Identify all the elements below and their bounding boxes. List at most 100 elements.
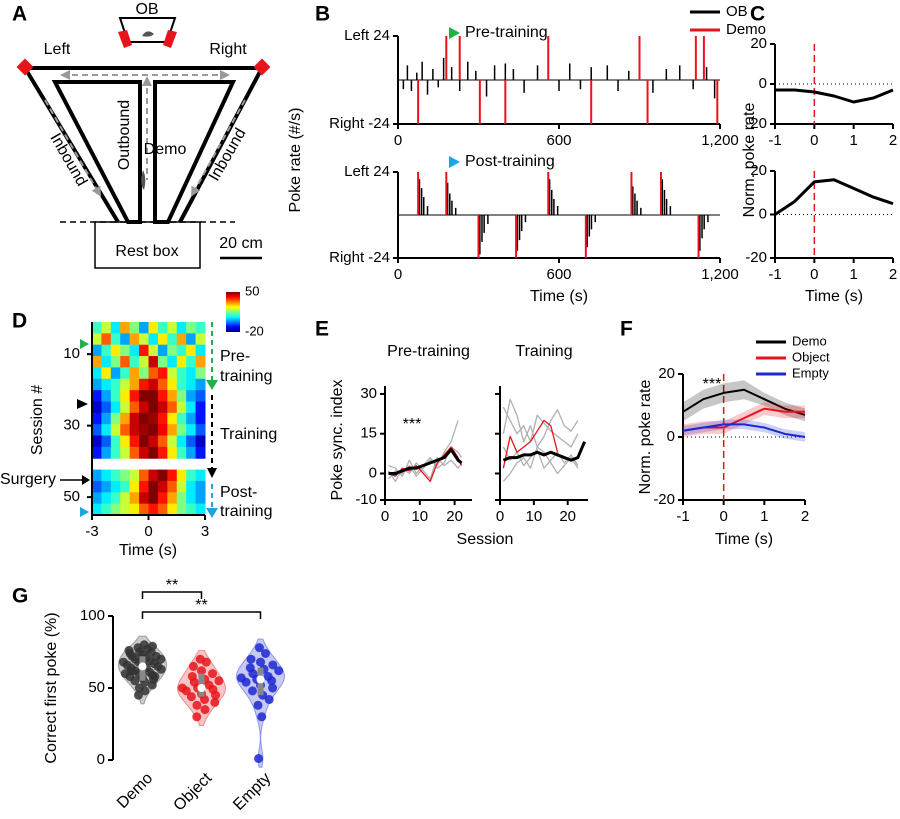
data-point — [177, 683, 187, 693]
data-point — [188, 661, 198, 671]
heat-cell — [129, 333, 140, 346]
heat-cell — [92, 503, 102, 516]
x-axis-label: Time (s) — [805, 288, 863, 305]
data-point — [254, 643, 264, 653]
x-tick-label: 0 — [496, 508, 504, 525]
x-tick-label: 3 — [201, 523, 209, 540]
heat-cell — [110, 378, 121, 391]
heat-cell — [148, 356, 159, 368]
heat-cell — [176, 480, 187, 493]
heat-cell — [167, 435, 178, 448]
heat-cell — [110, 401, 121, 414]
heat-cell — [110, 412, 121, 425]
line — [502, 398, 579, 448]
legend-label: Object — [792, 349, 830, 364]
y-tick-label: 20 — [750, 162, 767, 179]
line — [502, 446, 579, 469]
y-axis-label: Poke sync. index — [329, 380, 346, 501]
heat-cell — [139, 333, 149, 346]
y-tick-label: 20 — [658, 365, 675, 382]
x-tick-label: 0 — [144, 523, 152, 540]
heat-cell — [101, 412, 112, 425]
data-point — [124, 646, 134, 656]
heat-cell — [157, 390, 168, 402]
surgery-label: Surgery — [0, 471, 56, 488]
heat-cell — [186, 435, 197, 448]
x-tick-label: 0 — [381, 508, 389, 525]
heat-cell — [186, 356, 197, 368]
heat-cell — [101, 492, 112, 505]
heat-cell — [167, 424, 178, 437]
median — [256, 675, 265, 684]
heat-cell — [120, 401, 131, 414]
heat-cell — [195, 322, 206, 334]
heat-cell — [176, 424, 187, 437]
port-right — [253, 58, 271, 76]
heat-cell — [120, 435, 131, 448]
heat-cell — [110, 424, 121, 437]
heat-cell — [176, 367, 187, 380]
heat-cell — [195, 446, 206, 459]
data-point — [253, 700, 263, 710]
heat-cell — [110, 492, 121, 505]
heat-cell — [186, 333, 197, 346]
panel-label: F — [620, 318, 633, 341]
heat-cell — [157, 424, 168, 437]
x-tick-label: -1 — [768, 132, 781, 149]
rest-box — [94, 221, 201, 269]
heat-cell — [157, 367, 168, 380]
heat-cell — [110, 344, 121, 357]
heat-cell — [176, 435, 187, 448]
annotation: Post-training — [465, 153, 555, 170]
heat-cell — [110, 390, 121, 402]
heat-cell — [157, 412, 168, 425]
y-axis-label: Session # — [29, 385, 46, 455]
y-axis-label: Norm. poke rate — [741, 103, 758, 218]
marker — [80, 339, 89, 349]
data-point — [195, 654, 205, 664]
heat-cell — [157, 469, 168, 482]
heat-cell — [176, 344, 187, 357]
heat-cell — [195, 480, 206, 493]
heat-cell — [110, 435, 121, 448]
line — [502, 406, 579, 448]
surgery-arrow-head — [82, 475, 90, 485]
x-axis-label: Session — [457, 531, 514, 548]
x-tick-label: Demo — [114, 770, 156, 812]
left-label: Left — [44, 41, 71, 58]
heat-cell — [92, 401, 102, 414]
heat-cell — [157, 401, 168, 414]
marker — [77, 399, 88, 409]
data-point — [187, 671, 197, 681]
y-axis-label: Poke rate (#/s) — [287, 108, 304, 213]
heat-cell — [148, 333, 159, 346]
data-point — [119, 657, 129, 667]
legend-label: OB — [726, 3, 748, 20]
heat-cell — [139, 424, 149, 437]
heat-cell — [186, 344, 197, 357]
panel-label: E — [315, 318, 329, 341]
data-point — [147, 641, 157, 651]
ob-label: OB — [135, 1, 158, 18]
heat-cell — [167, 322, 178, 334]
heat-cell — [139, 344, 149, 357]
heat-cell — [186, 401, 197, 414]
x-tick-label: 2 — [889, 132, 897, 149]
heat-cell — [101, 446, 112, 459]
heat-cell — [92, 469, 102, 482]
heat-cell — [176, 492, 187, 505]
heat-cell — [148, 435, 159, 448]
heat-cell — [92, 356, 102, 368]
y-tick-label: -20 — [653, 491, 675, 508]
heat-cell — [120, 333, 131, 346]
data-point — [268, 683, 278, 693]
phase-marker — [206, 380, 218, 390]
data-point — [247, 686, 257, 696]
heat-cell — [120, 503, 131, 516]
heat-cell — [110, 367, 121, 380]
x-tick-label: 1,200 — [701, 132, 739, 149]
heat-cell — [139, 378, 149, 391]
heat-cell — [176, 333, 187, 346]
heat-cell — [167, 492, 178, 505]
y-tick-label: Left 24 — [344, 27, 390, 44]
